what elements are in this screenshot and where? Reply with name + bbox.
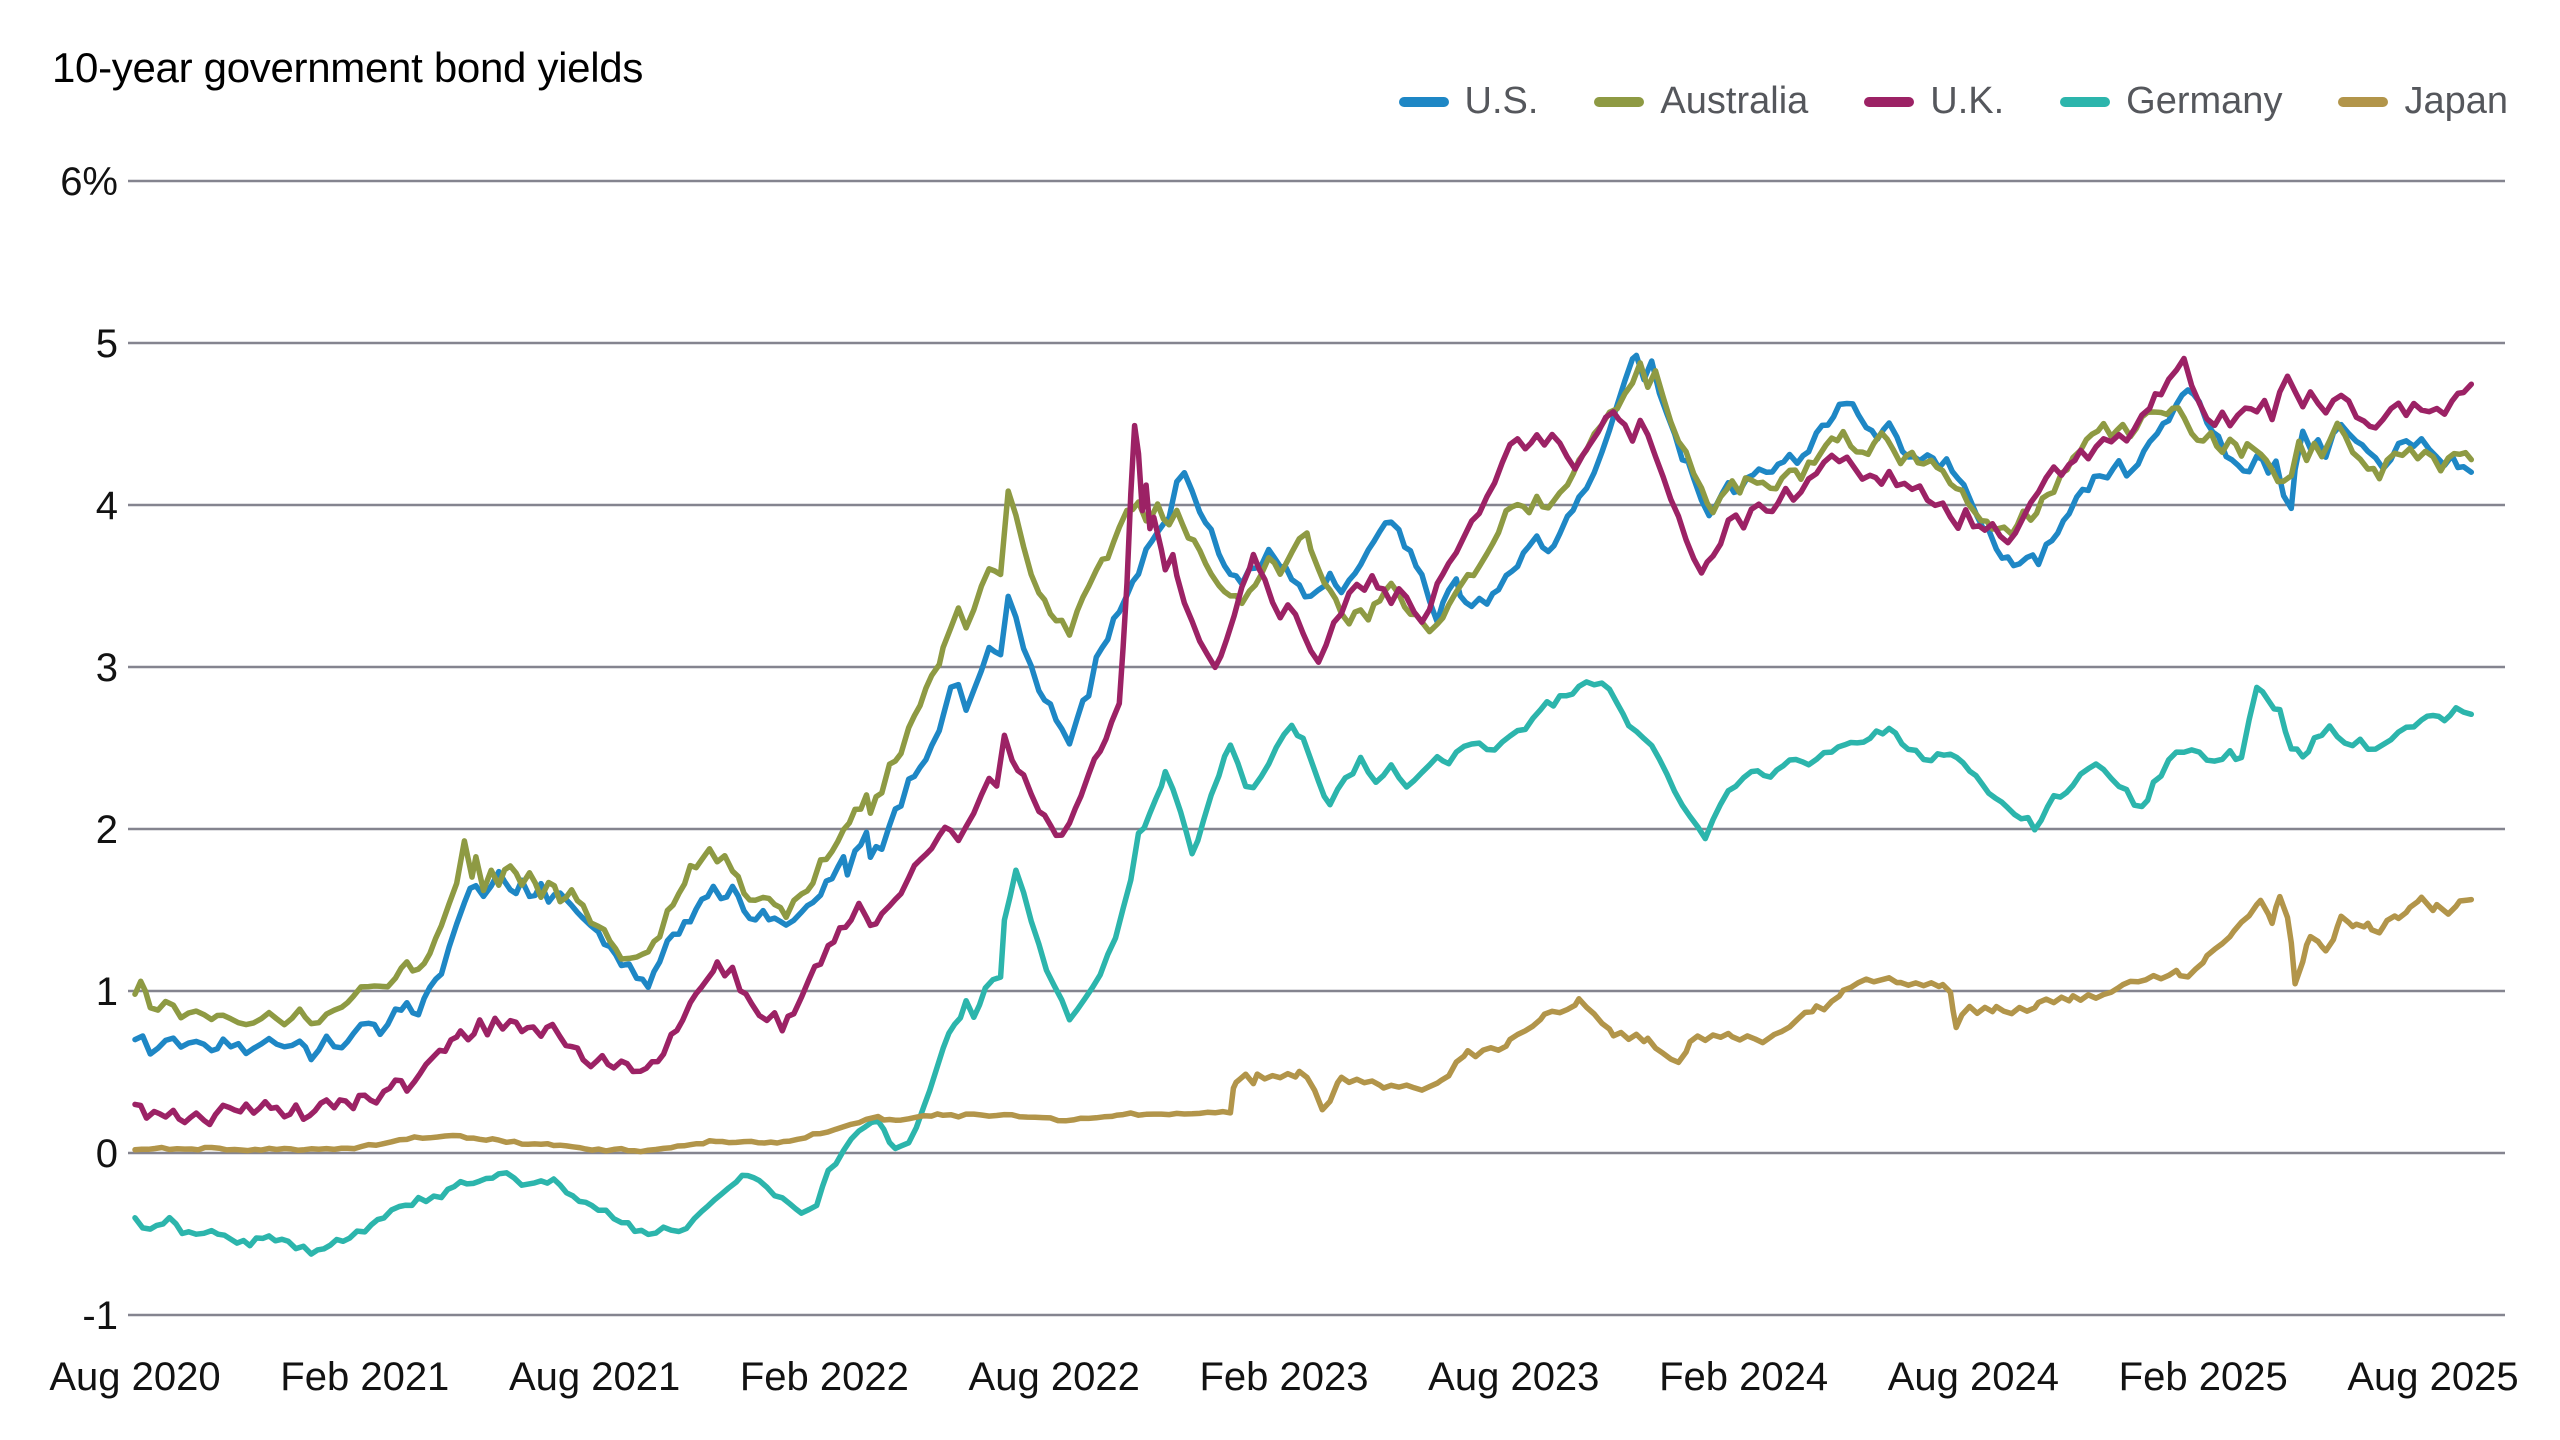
- y-axis-label-0: 0: [96, 1132, 118, 1176]
- legend-swatch-icon-australia: [1594, 96, 1645, 107]
- y-axis-label-1: 1: [96, 970, 118, 1014]
- legend-label-us: U.S.: [1464, 80, 1539, 122]
- legend-item-us[interactable]: U.S.: [1398, 80, 1539, 123]
- x-axis-label-feb-2024: Feb 2024: [1659, 1355, 1828, 1399]
- series-line-japan: [132, 893, 2475, 1155]
- legend-label-uk: U.K.: [1930, 80, 2005, 122]
- y-axis-label-3: 3: [96, 646, 118, 690]
- legend-item-australia[interactable]: Australia: [1594, 80, 1808, 123]
- legend-item-uk[interactable]: U.K.: [1864, 80, 2004, 123]
- x-axis-label-feb-2023: Feb 2023: [1199, 1355, 1368, 1399]
- x-axis-label-aug-2024: Aug 2024: [1888, 1355, 2059, 1399]
- x-axis-label-aug-2020: Aug 2020: [49, 1355, 220, 1399]
- legend-item-germany[interactable]: Germany: [2060, 80, 2282, 123]
- series-line-us: [132, 352, 2475, 1063]
- x-axis-label-feb-2025: Feb 2025: [2119, 1355, 2288, 1399]
- x-axis-label-aug-2021: Aug 2021: [509, 1355, 680, 1399]
- legend-label-japan: Japan: [2404, 80, 2508, 122]
- x-axis-label-feb-2022: Feb 2022: [740, 1355, 909, 1399]
- x-axis-label-aug-2022: Aug 2022: [969, 1355, 1140, 1399]
- chart-title: 10-year government bond yields: [52, 44, 644, 91]
- legend-swatch-icon-germany: [2060, 96, 2111, 107]
- legend-swatch-icon-uk: [1864, 96, 1915, 107]
- legend-swatch-icon-japan: [2338, 96, 2389, 107]
- x-axis-label-aug-2023: Aug 2023: [1428, 1355, 1599, 1399]
- y-axis-label--1: -1: [82, 1294, 118, 1338]
- legend-swatch-icon-us: [1398, 96, 1449, 107]
- y-axis-label-6: 6%: [60, 160, 118, 204]
- x-axis-label-aug-2025: Aug 2025: [2347, 1355, 2518, 1399]
- legend-label-australia: Australia: [1660, 80, 1809, 122]
- legend: U.S. Australia U.K. Germany Japan: [1398, 80, 2508, 123]
- legend-label-germany: Germany: [2126, 80, 2283, 122]
- x-axis-label-feb-2021: Feb 2021: [280, 1355, 449, 1399]
- y-axis-label-2: 2: [96, 808, 118, 852]
- series-line-germany: [132, 679, 2475, 1257]
- legend-item-japan[interactable]: Japan: [2338, 80, 2508, 123]
- y-axis-label-5: 5: [96, 322, 118, 366]
- y-axis-label-4: 4: [96, 484, 118, 528]
- series-line-uk: [132, 355, 2475, 1128]
